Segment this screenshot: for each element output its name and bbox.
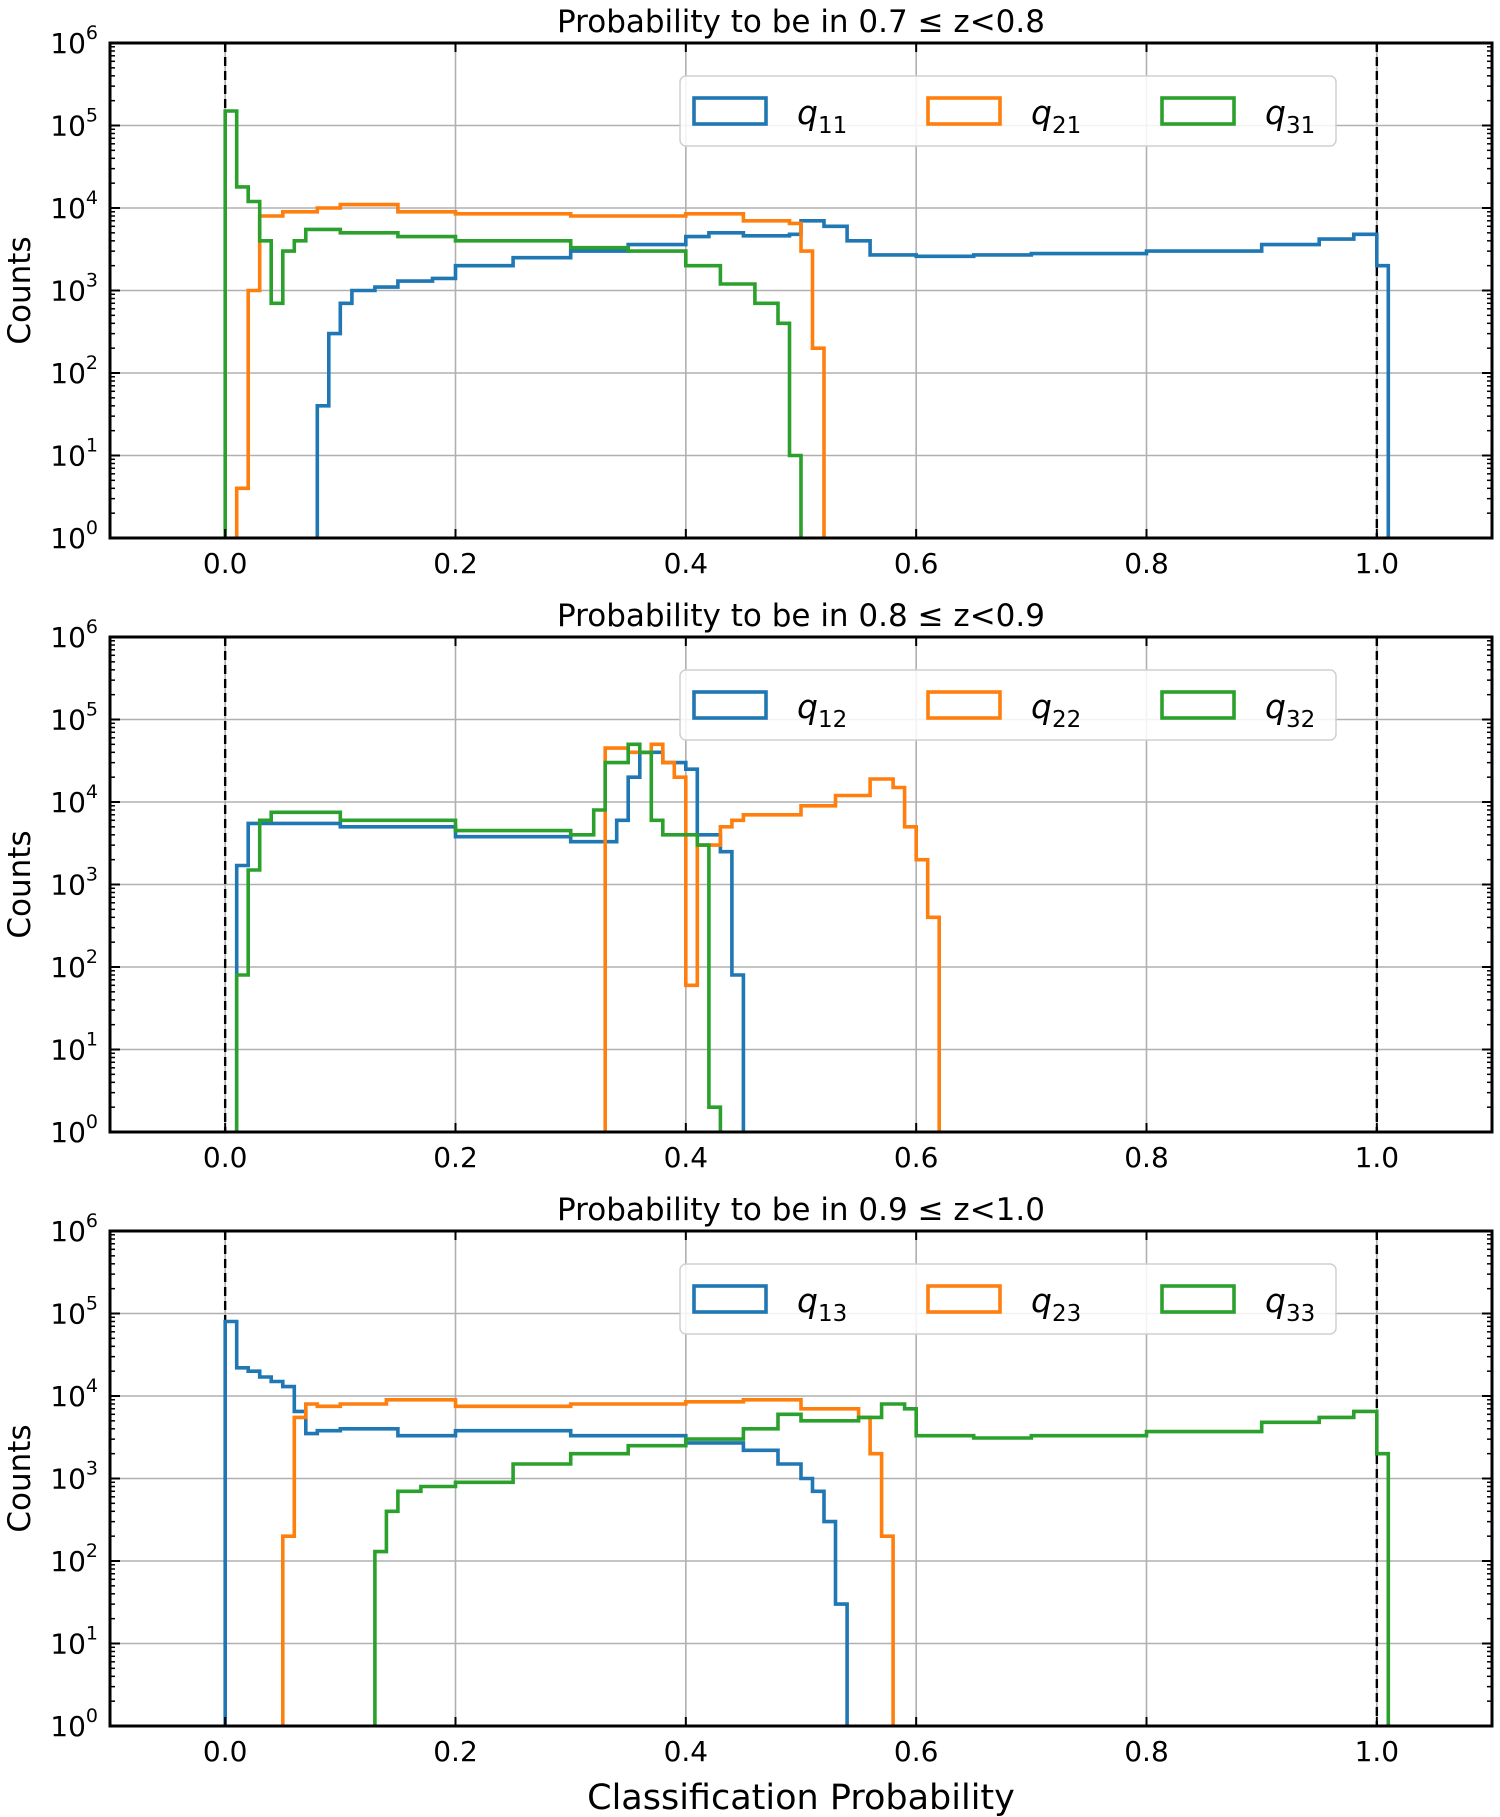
y-tick-label: 103 [50,270,98,308]
series-line-q22 [603,742,941,1132]
series-group [223,109,1391,538]
series-line-q13 [223,1319,849,1726]
legend-label-q11: q11 [797,93,847,139]
y-tick-label: 102 [50,1540,98,1578]
y-tick-label: 102 [50,352,98,390]
chart-panel-middle: 0.0 0.2 0.4 0.6 0.8 1.0 100 101 102 103 104 105 106 P… [2,598,1494,1174]
chart-title: Probability to be in 0.8 ≤ z<0.9 [557,598,1045,634]
x-tick-label: 0.6 [894,1141,939,1174]
series-line-q12 [234,750,746,1132]
x-tick-label: 0.4 [664,1141,709,1174]
series-line-q23 [281,1398,895,1726]
legend-swatch-q21 [926,96,1002,126]
legend-swatch-q31 [1160,96,1236,126]
x-tick-label: 0.4 [664,1735,709,1768]
y-axis-label: Counts [2,1424,38,1532]
y-tick-label: 103 [50,1458,98,1496]
y-tick-label: 104 [50,187,98,225]
y-tick-label: 106 [50,1210,98,1248]
y-tick-label: 103 [50,864,98,902]
x-tick-label: 0.0 [203,547,248,580]
legend-swatch-q12 [692,690,768,720]
y-tick-label: 102 [50,946,98,984]
legend-swatch-q11 [692,96,768,126]
y-tick-label: 100 [50,517,98,555]
y-axis-label: Counts [2,830,38,938]
series-line-q21 [234,202,826,538]
chart-panel-bottom: 0.0 0.2 0.4 0.6 0.8 1.0 100 101 102 103 104 105 106 P… [2,1192,1494,1817]
x-tick-label: 0.0 [203,1141,248,1174]
legend-label-q31: q31 [1265,93,1315,139]
y-tick-label: 104 [50,1375,98,1413]
legend-swatch-q23 [926,1284,1002,1314]
x-tick-label: 0.0 [203,1735,248,1768]
x-tick-label: 0.2 [433,1141,478,1174]
legend-box [679,669,1337,741]
legend-swatch-q13 [692,1284,768,1314]
legend-swatch-q32 [1160,690,1236,720]
legend-swatch-q22 [926,690,1002,720]
legend: q13 q23 q33 [679,1263,1337,1335]
y-axis-label: Counts [2,236,38,344]
series-group [234,742,941,1132]
legend-label-q13: q13 [797,1281,847,1327]
legend: q12 q22 q32 [679,669,1337,741]
legend-label-q12: q12 [797,687,847,733]
x-tick-label: 1.0 [1355,1735,1400,1768]
y-tick-label: 101 [50,1623,98,1661]
y-tick-label: 101 [50,435,98,473]
series-line-q11 [315,219,1391,538]
x-tick-label: 1.0 [1355,1141,1400,1174]
x-axis-label: Classification Probability [587,1778,1015,1817]
y-tick-label: 106 [50,22,98,60]
x-tick-label: 0.2 [433,1735,478,1768]
x-tick-label: 0.8 [1124,547,1169,580]
series-line-q33 [373,1402,1391,1726]
legend-box [679,75,1337,147]
y-tick-label: 106 [50,616,98,654]
y-tick-label: 105 [50,105,98,143]
legend-label-q32: q32 [1265,687,1315,733]
x-tick-label: 1.0 [1355,547,1400,580]
series-line-q31 [223,109,803,538]
x-tick-label: 0.6 [894,547,939,580]
y-tick-label: 105 [50,699,98,737]
y-tick-label: 100 [50,1111,98,1149]
chart-title: Probability to be in 0.7 ≤ z<0.8 [557,4,1045,40]
legend: q11 q21 q31 [679,75,1337,147]
x-tick-label: 0.6 [894,1735,939,1768]
y-tick-label: 101 [50,1029,98,1067]
y-tick-label: 105 [50,1293,98,1331]
legend-label-q33: q33 [1265,1281,1315,1327]
legend-label-q22: q22 [1031,687,1081,733]
series-group [223,1319,1391,1726]
y-tick-label: 100 [50,1705,98,1743]
series-line-q32 [234,742,723,1132]
chart-panel-top: 0.0 0.2 0.4 0.6 0.8 1.0 100 101 102 103 104 105 106 P… [2,4,1494,580]
legend-label-q21: q21 [1031,93,1081,139]
chart-title: Probability to be in 0.9 ≤ z<1.0 [557,1192,1045,1228]
x-tick-label: 0.4 [664,547,709,580]
legend-box [679,1263,1337,1335]
legend-swatch-q33 [1160,1284,1236,1314]
y-tick-label: 104 [50,781,98,819]
x-tick-label: 0.8 [1124,1141,1169,1174]
x-tick-label: 0.8 [1124,1735,1169,1768]
legend-label-q23: q23 [1031,1281,1081,1327]
x-tick-label: 0.2 [433,547,478,580]
